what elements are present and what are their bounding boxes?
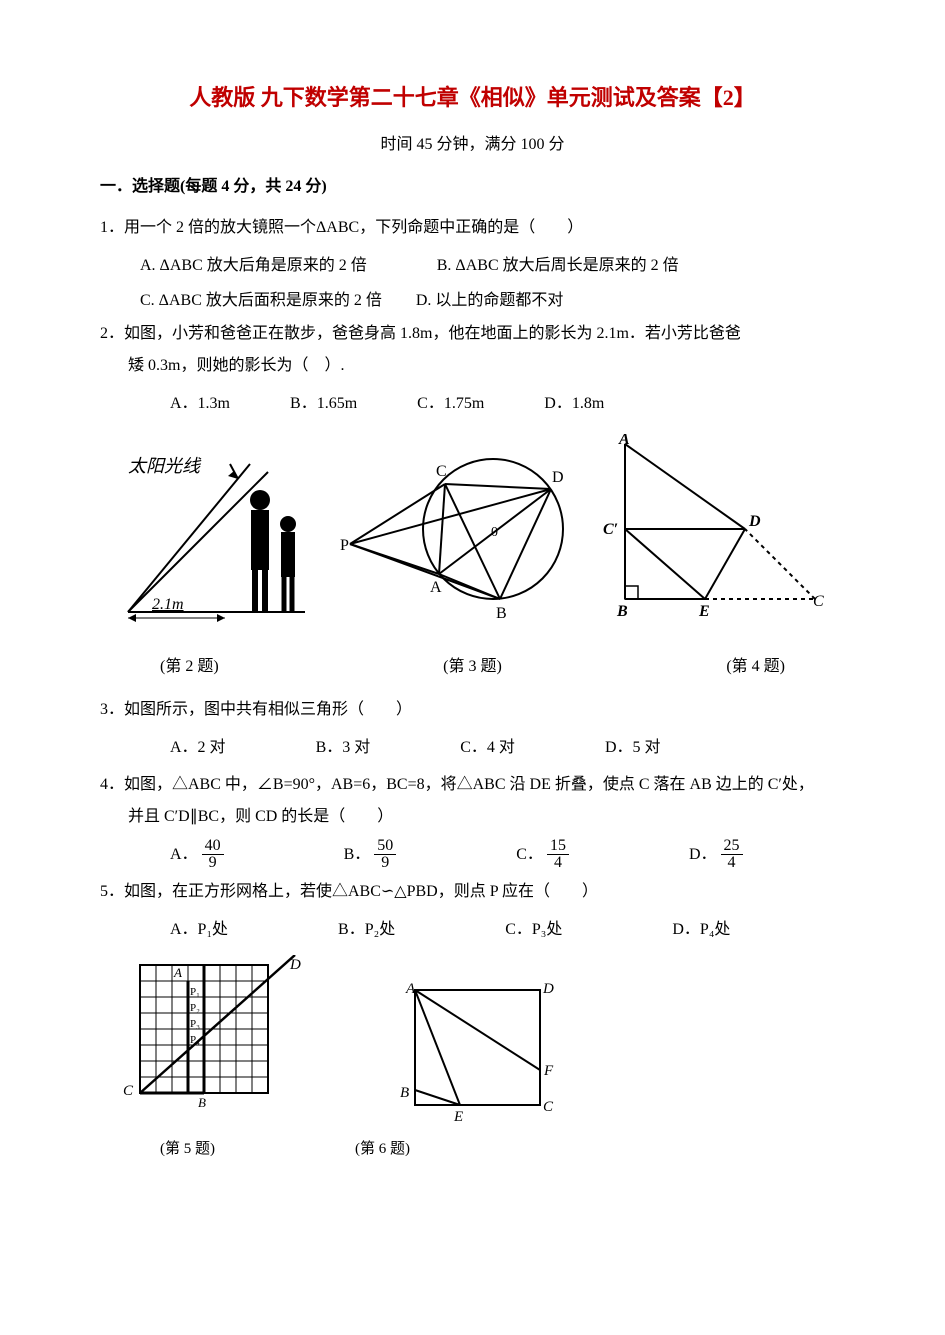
fig4-d: D [748,513,761,530]
fig4-b: B [616,603,628,620]
fig6-c: C [543,1099,554,1115]
q2-opt-c: C．1.75m [417,386,484,421]
fig3-p: P [340,537,349,554]
subtitle: 时间 45 分钟，满分 100 分 [100,130,845,154]
fig6-f: F [543,1063,554,1079]
q3-opt-c: C．4 对 [460,730,515,765]
q4-line2: 并且 C′D∥BC，则 CD 的长是（ ） [100,801,845,833]
fig6-e: E [453,1109,463,1125]
section-1-head: 一．选择题(每题 4 分，共 24 分) [100,172,845,196]
q3-opt-a: A．2 对 [170,730,226,765]
q1-opts-ab: A. ΔABC 放大后角是原来的 2 倍 B. ΔABC 放大后周长是原来的 2… [100,248,845,283]
q5-opt-a: A．P₁处 [170,912,228,947]
fig5-c: C [123,1083,134,1099]
fig3-b: B [496,605,507,622]
fig6-a: A [405,981,416,997]
figure-row-2: C D A B P₁ P₂ P₃ P₄ A D B C E F [120,955,825,1135]
title-text: 人教版 九下数学第二十七章《相似》单元测试及答案【2】 [189,85,756,110]
q5-opt-c: C．P₃处 [505,912,562,947]
q2-opt-d: D．1.8m [544,386,604,421]
fig5-a: A [173,965,182,980]
figure-3: 0 P C D A B [338,434,578,624]
fig5-d: D [289,957,301,973]
figure-6: A D B C E F [390,975,570,1135]
fig5-p2: P₂ [190,1002,200,1014]
q2-opts: A．1.3m B．1.65m C．1.75m D．1.8m [100,386,845,421]
figure-4: A C′ D B E C [595,434,825,624]
q4-opt-a: A． 409 [170,837,224,872]
fig4-c: C [813,593,824,610]
q4-opt-b: B． 509 [344,837,397,872]
caption-4: (第 4 题) [726,652,785,676]
question-1: 1．用一个 2 倍的放大镜照一个ΔABC，下列命题中正确的是（ ） [100,212,845,244]
caption-5: (第 5 题) [160,1137,215,1158]
fig4-a: A [618,434,630,448]
caption-3: (第 3 题) [443,652,502,676]
q1-stem: 1．用一个 2 倍的放大镜照一个ΔABC，下列命题中正确的是（ ） [100,219,583,236]
q1-opt-a: A. ΔABC 放大后角是原来的 2 倍 [140,248,367,283]
q2-opt-b: B．1.65m [290,386,357,421]
fig3-a: A [430,579,442,596]
q4-opt-d: D． 254 [689,837,743,872]
q3-stem: 3．如图所示，图中共有相似三角形（ ） [100,701,412,718]
figure-2: 太阳光线 2.1m [120,444,320,624]
q4-line1: 4．如图，△ABC 中，∠B=90°，AB=6，BC=8，将△ABC 沿 DE … [100,776,814,793]
fig6-d: D [542,981,554,997]
fig5-b: B [198,1095,206,1110]
q4-opt-c: C． 154 [516,837,569,872]
q4-opts: A． 409 B． 509 C． 154 D． 254 [100,837,845,872]
question-3: 3．如图所示，图中共有相似三角形（ ） [100,694,845,726]
fig3-c: C [436,463,447,480]
fig2-shadow: 2.1m [152,596,184,613]
fig6-b: B [400,1085,409,1101]
q2-line1: 2．如图，小芳和爸爸正在散步，爸爸身高 1.8m，他在地面上的影长为 2.1m．… [100,325,741,342]
caption-row-2: (第 5 题) (第 6 题) [160,1137,825,1158]
caption-row-1: (第 2 题) (第 3 题) (第 4 题) [160,652,785,676]
q5-opt-d: D．P₄处 [672,912,730,947]
fig5-p3: P₃ [190,1018,200,1030]
q3-opt-b: B．3 对 [316,730,371,765]
caption-2: (第 2 题) [160,652,219,676]
figure-row-1: 太阳光线 2.1m 0 [120,434,825,624]
q5-opts: A．P₁处 B．P₂处 C．P₃处 D．P₄处 [100,912,845,947]
q1-opts-cd: C. ΔABC 放大后面积是原来的 2 倍 D. 以上的命题都不对 [100,283,845,318]
question-5: 5．如图，在正方形网格上，若使△ABC∽△PBD，则点 P 应在（ ） [100,876,845,908]
question-2: 2．如图，小芳和爸爸正在散步，爸爸身高 1.8m，他在地面上的影长为 2.1m．… [100,318,845,382]
fig4-cp: C′ [603,521,618,538]
q2-opt-a: A．1.3m [170,386,230,421]
fig4-e: E [698,603,710,620]
caption-6: (第 6 题) [355,1137,410,1158]
figure-5: C D A B P₁ P₂ P₃ P₄ [120,955,310,1135]
fig5-p1: P₁ [190,986,200,998]
fig3-d: D [552,469,564,486]
q3-opts: A．2 对 B．3 对 C．4 对 D．5 对 [100,730,845,765]
question-4: 4．如图，△ABC 中，∠B=90°，AB=6，BC=8，将△ABC 沿 DE … [100,769,845,833]
page-title: 人教版 九下数学第二十七章《相似》单元测试及答案【2】 [100,80,845,112]
fig2-sun-label: 太阳光线 [128,456,202,476]
q2-line2: 矮 0.3m，则她的影长为（ ）. [100,350,845,382]
q1-opt-b: B. ΔABC 放大后周长是原来的 2 倍 [437,248,679,283]
q5-opt-b: B．P₂处 [338,912,395,947]
q1-opt-d: D. 以上的命题都不对 [416,283,564,318]
q1-opt-c: C. ΔABC 放大后面积是原来的 2 倍 [140,283,382,318]
q5-stem: 5．如图，在正方形网格上，若使△ABC∽△PBD，则点 P 应在（ ） [100,883,598,900]
q3-opt-d: D．5 对 [605,730,661,765]
fig5-p4: P₄ [190,1034,200,1046]
